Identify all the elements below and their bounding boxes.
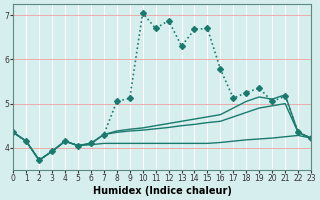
X-axis label: Humidex (Indice chaleur): Humidex (Indice chaleur) <box>93 186 232 196</box>
